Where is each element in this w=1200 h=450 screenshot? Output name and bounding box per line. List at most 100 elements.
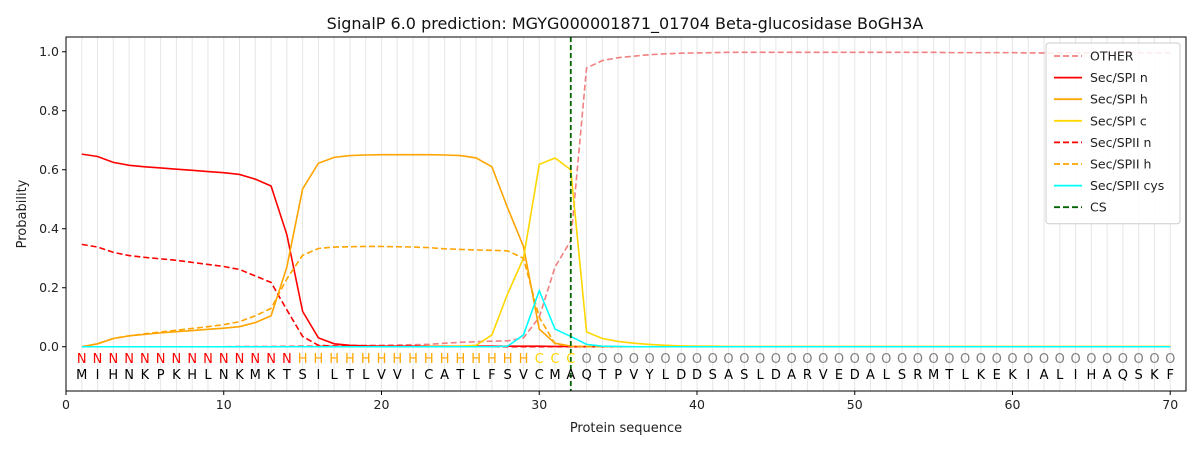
- residue-label: A: [440, 368, 449, 383]
- residue-label: K: [267, 368, 276, 383]
- region-label: N: [282, 352, 292, 367]
- series-lines: [81, 51, 1171, 348]
- region-label: O: [992, 352, 1002, 367]
- region-label: O: [1134, 352, 1144, 367]
- region-label: O: [850, 352, 860, 367]
- region-label: H: [345, 352, 355, 367]
- residue-label: A: [787, 368, 796, 383]
- residue-label: H: [187, 368, 197, 383]
- residue-label: Y: [645, 368, 654, 383]
- region-label: O: [1055, 352, 1065, 367]
- residue-label: E: [993, 368, 1001, 383]
- residue-label: L: [473, 368, 481, 383]
- residue-label: P: [614, 368, 622, 383]
- residue-label: V: [393, 368, 402, 383]
- series-sec-spi-c: [81, 157, 1171, 348]
- residue-label: L: [362, 368, 370, 383]
- region-label: O: [818, 352, 828, 367]
- residue-label: A: [724, 368, 733, 383]
- legend-box: [1045, 42, 1181, 225]
- residue-label: H: [108, 368, 118, 383]
- residue-label: S: [709, 368, 717, 383]
- residue-label: S: [740, 368, 748, 383]
- region-label: O: [755, 352, 765, 367]
- region-label: H: [471, 352, 481, 367]
- x-tick-label: 40: [689, 397, 705, 412]
- residue-label: L: [883, 368, 891, 383]
- residue-label: M: [76, 368, 87, 383]
- residue-label: S: [898, 368, 906, 383]
- region-label: N: [77, 352, 87, 367]
- region-label: H: [314, 352, 324, 367]
- region-label: H: [408, 352, 418, 367]
- vertical-grid: [81, 37, 1171, 391]
- residue-label: K: [141, 368, 150, 383]
- series-sec-spi-n: [81, 153, 1171, 348]
- residue-label: T: [597, 368, 606, 383]
- x-tick-label: 50: [847, 397, 863, 412]
- legend-label: Sec/SPII cys: [1090, 178, 1164, 193]
- residue-label: K: [172, 368, 181, 383]
- y-tick-label: 0.8: [39, 103, 59, 118]
- legend-label: CS: [1090, 200, 1107, 215]
- residue-label: N: [124, 368, 134, 383]
- region-label: O: [1165, 352, 1175, 367]
- plot-frame: [65, 36, 1187, 392]
- residue-label: V: [819, 368, 828, 383]
- residue-label: I: [1074, 368, 1078, 383]
- residue-label: N: [219, 368, 229, 383]
- region-label: N: [140, 352, 150, 367]
- region-label: N: [266, 352, 276, 367]
- region-label: O: [692, 352, 702, 367]
- x-tick-label: 60: [1005, 397, 1021, 412]
- region-label: N: [203, 352, 213, 367]
- y-tick-label: 0.4: [39, 221, 59, 236]
- legend-label: OTHER: [1090, 49, 1134, 64]
- residue-label: I: [316, 368, 320, 383]
- residue-label: A: [566, 368, 575, 383]
- residue-label: F: [488, 368, 495, 383]
- residue-label: A: [1040, 368, 1049, 383]
- region-label: C: [566, 352, 575, 367]
- region-label: N: [172, 352, 182, 367]
- legend: OTHER Sec/SPI n Sec/SPI h Sec/SPI c Sec/SPII…: [1045, 42, 1181, 225]
- region-label: O: [1149, 352, 1159, 367]
- y-axis-label: Probability: [15, 179, 30, 248]
- residue-label: L: [756, 368, 764, 383]
- residue-label: V: [629, 368, 638, 383]
- residue-label: T: [455, 368, 464, 383]
- residue-label: R: [913, 368, 922, 383]
- residue-label: K: [235, 368, 244, 383]
- residue-label: S: [504, 368, 512, 383]
- series-sec-spii-cys: [81, 288, 1171, 348]
- x-tick-label: 0: [62, 397, 70, 412]
- legend-label: Sec/SPI c: [1090, 113, 1147, 128]
- region-label: H: [487, 352, 497, 367]
- residue-label: T: [944, 368, 953, 383]
- residue-label: M: [928, 368, 939, 383]
- region-label: O: [787, 352, 797, 367]
- region-label: O: [660, 352, 670, 367]
- residue-label: M: [250, 368, 261, 383]
- y-tick-label: 0.6: [39, 162, 59, 177]
- residue-label: V: [519, 368, 528, 383]
- y-tick-label: 1.0: [39, 44, 59, 59]
- residue-label: I: [1026, 368, 1030, 383]
- region-label: O: [1023, 352, 1033, 367]
- x-tick-label: 30: [531, 397, 547, 412]
- region-label: C: [550, 352, 559, 367]
- region-label: H: [392, 352, 402, 367]
- region-label: O: [1070, 352, 1080, 367]
- region-label: N: [108, 352, 118, 367]
- region-label: O: [834, 352, 844, 367]
- series-sec-spii-n: [81, 243, 1171, 348]
- region-label: O: [645, 352, 655, 367]
- x-tick-label: 70: [1162, 397, 1178, 412]
- region-label: O: [1039, 352, 1049, 367]
- residue-label: F: [1166, 368, 1173, 383]
- region-label: H: [424, 352, 434, 367]
- residue-label: L: [1056, 368, 1064, 383]
- region-label: O: [739, 352, 749, 367]
- residue-label: E: [835, 368, 843, 383]
- residue-label: Q: [1118, 368, 1128, 383]
